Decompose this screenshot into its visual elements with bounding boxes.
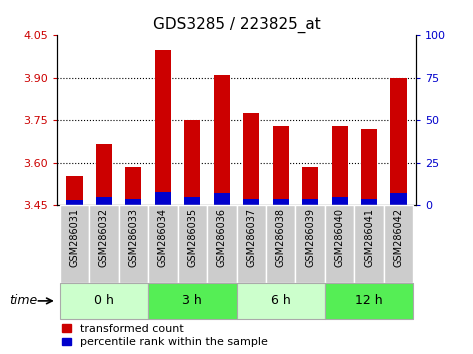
Bar [96, 144, 112, 205]
Text: 3 h: 3 h [183, 295, 202, 307]
Bar [89, 205, 119, 283]
Bar [148, 283, 236, 319]
Text: GSM286036: GSM286036 [217, 208, 227, 267]
Text: GSM286037: GSM286037 [246, 208, 256, 267]
Bar [272, 126, 289, 205]
Text: GSM286039: GSM286039 [305, 208, 315, 267]
Bar [332, 197, 348, 205]
Bar [155, 192, 171, 205]
Bar [236, 205, 266, 283]
Bar [125, 199, 141, 205]
Bar [214, 193, 230, 205]
Bar [155, 50, 171, 205]
Text: time: time [9, 295, 38, 307]
Bar [119, 205, 148, 283]
Bar [243, 113, 259, 205]
Text: GSM286038: GSM286038 [276, 208, 286, 267]
Bar [243, 199, 259, 205]
Bar [66, 176, 83, 205]
Text: 0 h: 0 h [94, 295, 114, 307]
Bar [390, 193, 407, 205]
Bar [266, 205, 296, 283]
Legend: transformed count, percentile rank within the sample: transformed count, percentile rank withi… [62, 324, 268, 348]
Text: GSM286032: GSM286032 [99, 208, 109, 267]
Bar [60, 283, 148, 319]
Bar [302, 167, 318, 205]
Bar [296, 205, 325, 283]
Text: GSM286040: GSM286040 [334, 208, 345, 267]
Text: 12 h: 12 h [355, 295, 383, 307]
Text: GSM286031: GSM286031 [70, 208, 79, 267]
Bar [354, 205, 384, 283]
Bar [272, 199, 289, 205]
Bar [60, 205, 89, 283]
Bar [361, 199, 377, 205]
Bar [177, 205, 207, 283]
Bar [325, 205, 354, 283]
Bar [184, 197, 201, 205]
Bar [66, 200, 83, 205]
Bar [236, 283, 325, 319]
Text: GSM286042: GSM286042 [394, 208, 403, 267]
Bar [148, 205, 177, 283]
Bar [332, 126, 348, 205]
Bar [302, 199, 318, 205]
Bar [214, 75, 230, 205]
Bar [325, 283, 413, 319]
Text: GSM286033: GSM286033 [128, 208, 139, 267]
Bar [96, 197, 112, 205]
Text: GSM286041: GSM286041 [364, 208, 374, 267]
Bar [184, 120, 201, 205]
Bar [390, 78, 407, 205]
Text: GSM286034: GSM286034 [158, 208, 168, 267]
Bar [207, 205, 236, 283]
Text: GSM286035: GSM286035 [187, 208, 197, 267]
Bar [125, 167, 141, 205]
Bar [361, 129, 377, 205]
Text: 6 h: 6 h [271, 295, 290, 307]
Title: GDS3285 / 223825_at: GDS3285 / 223825_at [153, 16, 320, 33]
Bar [384, 205, 413, 283]
